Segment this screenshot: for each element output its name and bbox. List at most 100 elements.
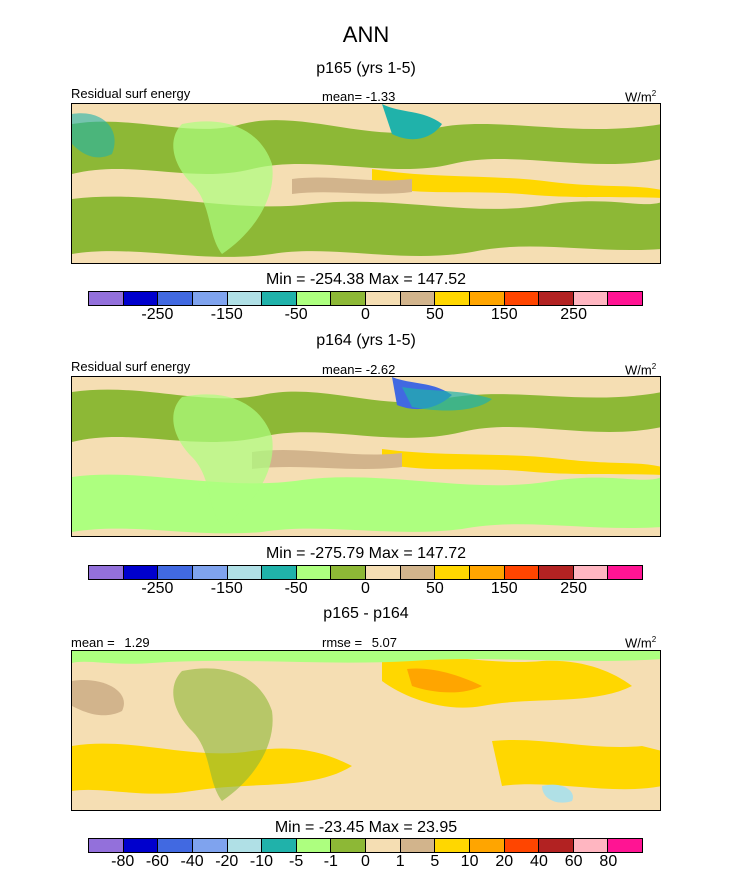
map-region — [542, 784, 573, 803]
colorbar-swatch — [435, 566, 470, 579]
colorbar-swatch — [262, 566, 297, 579]
panel2-minmax: Min = -275.79 Max = 147.72 — [265, 545, 467, 562]
map-region — [72, 651, 660, 664]
panel2-units: W/m2 — [625, 362, 656, 377]
units-sup: 2 — [651, 635, 657, 644]
units-sup: 2 — [651, 362, 657, 371]
colorbar-swatch — [123, 566, 159, 579]
colorbar-swatch — [539, 566, 574, 579]
panel3-minmax: Min = -23.45 Max = 23.95 — [274, 819, 458, 836]
map-region — [372, 169, 660, 198]
colorbar-swatch — [192, 292, 228, 305]
map-region — [72, 474, 660, 534]
panel3-colorbar — [88, 838, 643, 853]
colorbar-tick-label: 10 — [460, 853, 479, 870]
units-text: W/m — [625, 635, 652, 651]
colorbar-swatch — [573, 292, 609, 305]
colorbar-tick-label: -1 — [323, 853, 338, 870]
colorbar-swatch — [262, 292, 297, 305]
colorbar-swatch — [331, 292, 366, 305]
colorbar-swatch — [192, 566, 228, 579]
map-region — [407, 668, 482, 693]
panel3-stat-value: 5.07 — [371, 635, 398, 650]
panel1-stat-label: mean= — [322, 89, 363, 104]
colorbar-tick-label: -40 — [180, 853, 204, 870]
colorbar-swatch — [469, 292, 505, 305]
panel3-map-svg — [72, 651, 660, 810]
colorbar-swatch — [435, 292, 470, 305]
colorbar-tick-label: 5 — [430, 853, 440, 870]
colorbar-tick-label: 50 — [425, 580, 444, 597]
colorbar-swatch — [158, 292, 193, 305]
map-region — [492, 739, 660, 790]
colorbar-tick-label: -10 — [249, 853, 273, 870]
colorbar-swatch — [366, 292, 401, 305]
colorbar-swatch — [331, 839, 366, 852]
colorbar-swatch — [331, 566, 366, 579]
units-text: W/m — [625, 362, 652, 378]
colorbar-swatch — [227, 839, 263, 852]
map-region — [382, 654, 632, 708]
colorbar-swatch — [469, 839, 505, 852]
colorbar-tick-label: -250 — [141, 580, 174, 597]
colorbar-tick-label: 250 — [560, 580, 587, 597]
map-region — [402, 387, 492, 411]
figure-title: ANN — [342, 22, 390, 47]
colorbar-swatch — [400, 292, 436, 305]
colorbar-tick-label: -150 — [210, 306, 243, 323]
colorbar-swatch — [608, 566, 642, 579]
colorbar-tick-label: -5 — [289, 853, 304, 870]
colorbar-swatch — [296, 566, 332, 579]
colorbar-swatch — [227, 292, 263, 305]
panel1-minmax: Min = -254.38 Max = 147.52 — [265, 271, 467, 288]
colorbar-swatch — [366, 839, 401, 852]
colorbar-swatch — [608, 292, 642, 305]
colorbar-swatch — [504, 292, 540, 305]
panel3-stat: rmse = 5.07 — [322, 635, 397, 650]
colorbar-swatch — [539, 839, 574, 852]
panel1-heading: p165 (yrs 1-5) — [316, 60, 416, 77]
colorbar-swatch — [123, 292, 159, 305]
colorbar-swatch — [366, 566, 401, 579]
colorbar-tick-label: 250 — [560, 306, 587, 323]
colorbar-tick-label: -80 — [111, 853, 135, 870]
panel3-map — [71, 650, 661, 811]
colorbar-tick-label: 0 — [361, 580, 370, 597]
panel1-colorbar — [88, 291, 643, 306]
panel2-map — [71, 376, 661, 537]
colorbar-tick-label: 1 — [395, 853, 405, 870]
panel2-stat: mean= -2.62 — [322, 362, 395, 377]
panel3-left-label: mean = — [71, 635, 115, 650]
colorbar-swatch — [400, 566, 436, 579]
panel3-left: mean = 1.29 — [71, 635, 150, 650]
colorbar-swatch — [504, 566, 540, 579]
colorbar-swatch — [89, 566, 124, 579]
colorbar-swatch — [435, 839, 470, 852]
panel2-stat-label: mean= — [322, 362, 363, 377]
colorbar-swatch — [296, 292, 332, 305]
map-region — [382, 104, 442, 140]
panel2-colorbar — [88, 565, 643, 580]
colorbar-swatch — [158, 839, 193, 852]
panel3-heading: p165 - p164 — [323, 605, 409, 622]
colorbar-tick-label: 150 — [490, 306, 518, 323]
colorbar-swatch — [296, 839, 332, 852]
colorbar-swatch — [192, 839, 228, 852]
panel2-left-label: Residual surf energy — [71, 359, 191, 374]
panel2-stat-value: -2.62 — [365, 362, 396, 377]
colorbar-tick-label: -50 — [284, 306, 308, 323]
map-region — [173, 668, 273, 801]
colorbar-tick-label: 50 — [425, 306, 444, 323]
colorbar-tick-label: -20 — [215, 853, 239, 870]
colorbar-tick-label: 60 — [564, 853, 583, 870]
panel2-map-svg — [72, 377, 660, 536]
colorbar-swatch — [469, 566, 505, 579]
panel1-stat-value: -1.33 — [365, 89, 396, 104]
map-region — [72, 113, 115, 158]
colorbar-tick-label: -60 — [145, 853, 169, 870]
colorbar-swatch — [608, 839, 642, 852]
colorbar-tick-label: -50 — [284, 580, 308, 597]
panel1-left-label: Residual surf energy — [71, 86, 191, 101]
panel1-stat: mean= -1.33 — [322, 89, 395, 104]
units-sup: 2 — [651, 89, 657, 98]
